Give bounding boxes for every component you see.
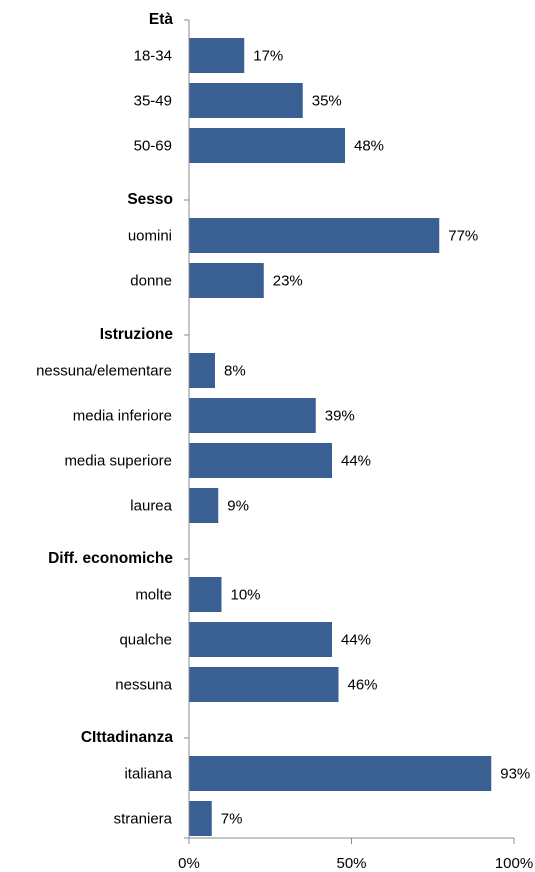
bar [189, 667, 339, 702]
category-label: media inferiore [73, 408, 172, 425]
category-label: uomini [128, 228, 172, 245]
bar [189, 38, 245, 73]
bar [189, 577, 222, 612]
bar [189, 398, 316, 433]
category-label: 35-49 [134, 93, 172, 110]
bar [189, 443, 332, 478]
group-title: Diff. economiche [48, 550, 173, 567]
bar [189, 263, 264, 298]
category-label: straniera [114, 811, 173, 828]
data-label: 8% [224, 363, 246, 380]
category-label: 50-69 [134, 138, 172, 155]
bar [189, 83, 303, 118]
category-label: qualche [119, 632, 172, 649]
bar [189, 353, 215, 388]
data-label: 44% [341, 632, 371, 649]
bar [189, 488, 219, 523]
bar [189, 756, 492, 791]
group-title: CIttadinanza [81, 729, 174, 746]
bar [189, 128, 345, 163]
category-label: 18-34 [134, 48, 172, 65]
data-label: 46% [348, 677, 378, 694]
data-label: 35% [312, 93, 342, 110]
category-label: laurea [130, 498, 172, 515]
bar [189, 218, 440, 253]
x-tick-label: 0% [178, 855, 200, 872]
category-label: nessuna [115, 677, 172, 694]
group-title: Sesso [127, 191, 173, 208]
data-label: 7% [221, 811, 243, 828]
data-label: 10% [231, 587, 261, 604]
category-label: italiana [124, 766, 172, 783]
data-label: 9% [227, 498, 249, 515]
category-label: molte [135, 587, 172, 604]
x-tick-label: 100% [495, 855, 533, 872]
x-tick-label: 50% [336, 855, 366, 872]
data-label: 77% [448, 228, 478, 245]
bar [189, 622, 332, 657]
group-title: Età [149, 11, 174, 28]
data-label: 44% [341, 453, 371, 470]
category-label: nessuna/elementare [36, 363, 172, 380]
data-label: 23% [273, 273, 303, 290]
category-label: media superiore [64, 453, 172, 470]
group-title: Istruzione [100, 326, 174, 343]
data-label: 17% [253, 48, 283, 65]
category-label: donne [130, 273, 172, 290]
data-label: 48% [354, 138, 384, 155]
bar [189, 801, 212, 836]
data-label: 39% [325, 408, 355, 425]
data-label: 93% [500, 766, 530, 783]
